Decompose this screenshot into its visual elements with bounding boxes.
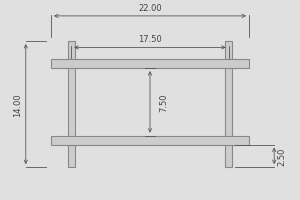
- Bar: [51, 60, 249, 69]
- Text: 7.50: 7.50: [159, 93, 168, 112]
- Text: 2.50: 2.50: [278, 147, 287, 165]
- Text: 17.50: 17.50: [138, 35, 162, 44]
- Text: 14.00: 14.00: [13, 93, 22, 116]
- Text: 22.00: 22.00: [138, 4, 162, 13]
- Bar: [68, 42, 75, 167]
- Bar: [225, 42, 233, 167]
- Bar: [51, 136, 249, 145]
